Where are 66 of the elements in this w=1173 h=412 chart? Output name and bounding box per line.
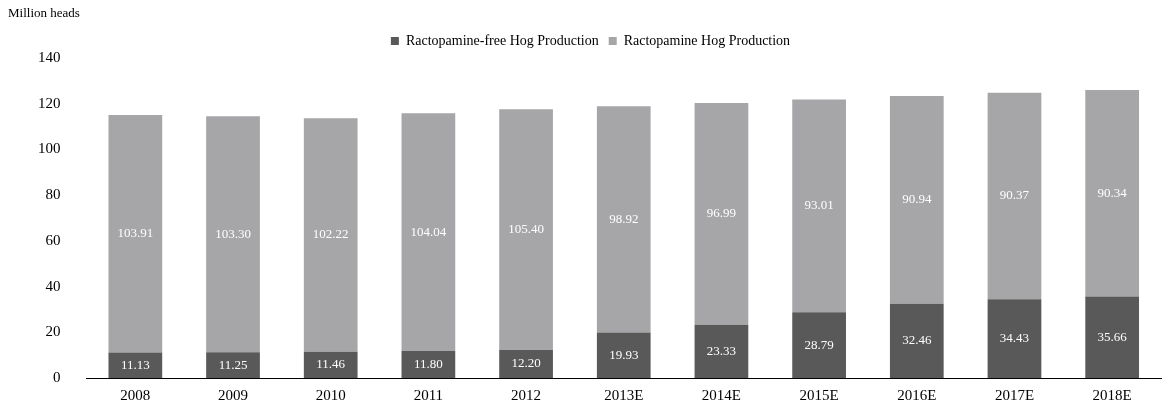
x-tick-label: 2014E [701, 386, 742, 403]
data-label: 90.94 [902, 191, 932, 207]
x-tick-label: 2018E [1092, 386, 1132, 403]
bar [792, 99, 846, 313]
bar [987, 299, 1042, 378]
bar [987, 92, 1042, 300]
data-label: 19.93 [609, 346, 639, 362]
y-tick-label: 20 [45, 323, 61, 340]
bar [792, 312, 846, 378]
data-label: 104.04 [410, 223, 447, 239]
legend-label: Ractopamine Hog Production [623, 32, 791, 48]
data-label: 32.46 [902, 332, 932, 348]
bar [1085, 296, 1140, 378]
x-tick-label: 2013E [604, 386, 644, 403]
bar [303, 118, 358, 352]
bar [108, 115, 163, 353]
data-label: 34.43 [999, 330, 1030, 346]
data-label: 90.37 [999, 187, 1030, 203]
bar [889, 95, 944, 304]
data-label: 90.34 [1097, 184, 1128, 200]
data-label: 11.25 [218, 356, 248, 372]
bar [596, 106, 651, 333]
y-tick-label: 40 [45, 277, 61, 294]
y-axis-title: Million heads [8, 5, 80, 21]
bar [401, 113, 456, 352]
bar [206, 116, 260, 353]
data-label: 28.79 [804, 336, 834, 352]
data-label: 96.99 [706, 205, 737, 221]
bar [694, 102, 749, 325]
y-tick-label: 80 [45, 186, 61, 203]
data-label: 93.01 [804, 197, 834, 213]
data-label: 98.92 [609, 210, 639, 226]
bar [596, 332, 651, 378]
bar [108, 352, 163, 378]
y-tick-label: 0 [53, 368, 61, 385]
bar [889, 303, 944, 378]
bar [1085, 90, 1140, 297]
x-tick-label: 2009 [218, 386, 249, 403]
x-tick-label: 2016E [897, 386, 937, 403]
data-label: 103.91 [117, 225, 154, 241]
x-tick-label: 2008 [120, 386, 151, 403]
x-tick-label: 2011 [413, 386, 444, 403]
data-label: 11.46 [316, 356, 346, 372]
data-label: 103.30 [215, 225, 251, 241]
y-tick-label: 60 [45, 231, 61, 248]
data-label: 102.22 [312, 226, 349, 242]
bar [499, 109, 553, 351]
bar [499, 350, 553, 378]
x-tick-label: 2012 [511, 386, 542, 403]
y-tick-label: 120 [38, 94, 61, 111]
bar [303, 351, 358, 378]
data-label: 35.66 [1097, 328, 1128, 344]
y-tick-label: 100 [38, 140, 61, 157]
x-tick-label: 2015E [799, 386, 839, 403]
bar [694, 324, 749, 378]
data-label: 11.13 [120, 356, 150, 372]
legend-label: Ractopamine-free Hog Production [405, 32, 599, 48]
data-label: 12.20 [511, 355, 541, 371]
data-label: 23.33 [706, 342, 737, 358]
data-label: 105.40 [508, 221, 544, 237]
x-tick-label: 2017E [994, 386, 1035, 403]
bar [206, 352, 260, 378]
x-tick-label: 2010 [315, 386, 346, 403]
bar [401, 351, 456, 378]
data-label: 11.80 [414, 355, 443, 371]
y-tick-label: 140 [38, 48, 61, 65]
